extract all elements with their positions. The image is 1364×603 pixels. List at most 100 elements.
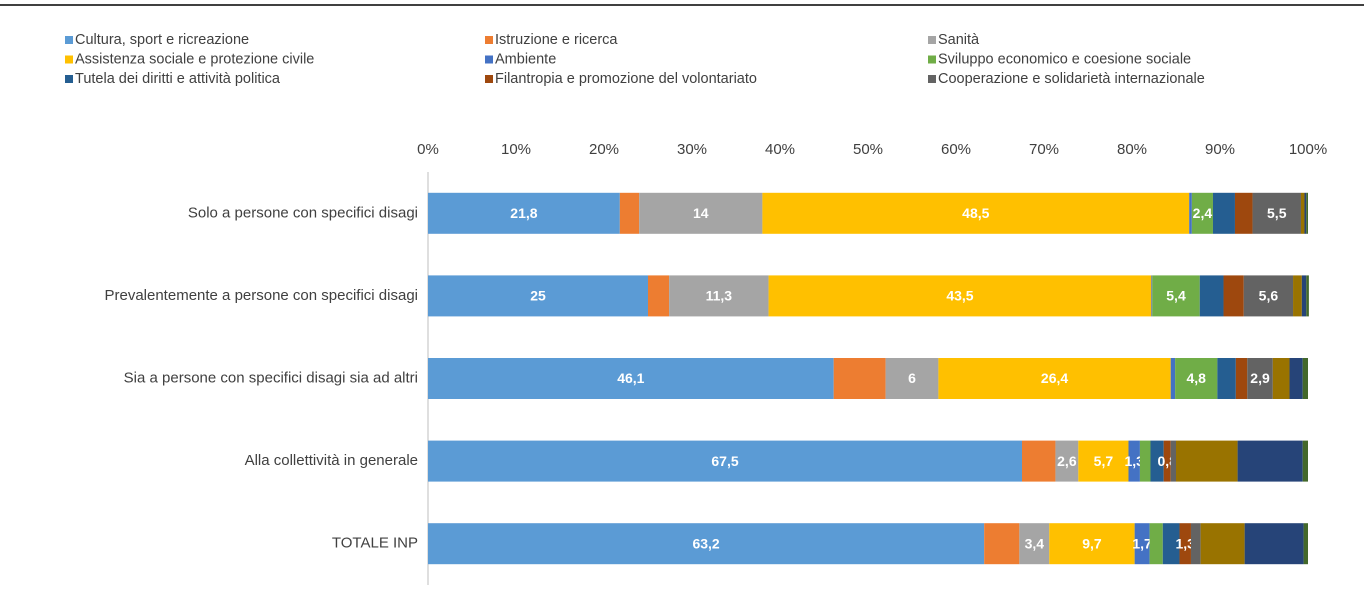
bar-segment [1301,275,1307,317]
value-label: 63,2 [692,535,719,551]
bar-segment [1306,192,1308,234]
x-tick-label: 100% [1289,141,1327,158]
y-tick-label: Solo a persone con specifici disagi [188,204,418,221]
y-tick-label: TOTALE INP [332,535,418,552]
value-label: 3,4 [1025,535,1045,551]
value-label: 21,8 [510,205,537,221]
bar-segment [1170,440,1176,482]
value-label: 46,1 [617,370,644,386]
value-label: 9,7 [1082,535,1102,551]
bar-segment [984,523,1020,565]
value-label: 1,3 [1176,535,1196,551]
value-label: 48,5 [962,205,989,221]
value-label: 26,4 [1041,370,1068,386]
bar-segment [1200,523,1245,565]
value-label: 5,5 [1267,205,1287,221]
legend-label: Cooperazione e solidarietà internazional… [938,71,1205,87]
legend-swatch [928,75,936,83]
bar-segment [1244,523,1304,565]
bar-segment [639,192,763,234]
bar-segment [1175,358,1218,399]
x-tick-label: 90% [1205,141,1235,158]
bar-segment [1179,523,1191,565]
bar-segment [1170,358,1176,399]
bar-segment [1022,440,1056,482]
bar-segment [762,192,1190,234]
legend-swatch [485,75,493,83]
bar-segment [1189,192,1192,234]
bar-segment [1237,440,1303,482]
bar-segment [1289,358,1303,399]
bar-segment [1055,440,1079,482]
legend-label: Sanità [938,32,980,48]
bar-segment [1235,358,1248,399]
bar-segment [428,192,620,234]
bar-segment [428,440,1022,482]
bar-segment [1300,192,1305,234]
value-label: 5,6 [1259,288,1279,304]
bar-segment [1306,275,1309,317]
value-label: 43,5 [946,288,973,304]
bar-segment [1302,440,1308,482]
bar-segment [1212,192,1235,234]
legend-swatch [65,75,73,83]
value-label: 2,6 [1057,453,1077,469]
bar-segment [428,358,834,399]
bar-segment [768,275,1152,317]
value-label: 5,7 [1094,453,1114,469]
bar-segment [1199,275,1224,317]
value-label: 25 [530,288,546,304]
bar-segment [1139,440,1151,482]
legend-swatch [485,36,493,44]
bar-segment [428,275,648,317]
bar-segment [1302,358,1308,399]
x-tick-label: 60% [941,141,971,158]
bar-segment [1190,523,1201,565]
legend-swatch [928,55,936,64]
bar-segment [1078,440,1129,482]
x-tick-label: 30% [677,141,707,158]
x-tick-label: 20% [589,141,619,158]
x-tick-label: 0% [417,141,439,158]
value-label: 11,3 [706,288,733,304]
bar-segment [885,358,939,399]
bar-segment [1152,275,1200,317]
legend-label: Sviluppo economico e coesione sociale [938,51,1191,67]
x-tick-label: 70% [1029,141,1059,158]
bar-segment [1247,358,1273,399]
value-label: 67,5 [711,453,738,469]
bar-segment [1134,523,1150,565]
value-label: 2,9 [1250,370,1270,386]
legend-swatch [485,55,493,64]
value-label: 2,4 [1193,205,1213,221]
bar-segment [428,523,985,565]
value-label: 6 [908,370,916,386]
bar-segment [1217,358,1236,399]
bar-segment [1234,192,1253,234]
bar-segment [1293,275,1302,317]
bar-segment [833,358,886,399]
bar-segment [938,358,1171,399]
bar-segment [619,192,640,234]
legend-label: Cultura, sport e ricreazione [75,32,249,48]
value-label: 4,8 [1187,370,1207,386]
bar-segment [1049,523,1135,565]
x-tick-label: 80% [1117,141,1147,158]
bar-segment [1176,440,1238,482]
bar-segment [1303,523,1308,565]
legend-label: Ambiente [495,51,556,67]
bar-segment [1191,192,1213,234]
bar-segment [1272,358,1290,399]
legend-swatch [928,36,936,44]
bar-segment [669,275,769,317]
bar-segment [1243,275,1294,317]
bar-segment [1304,192,1307,234]
y-tick-label: Sia a persone con specifici disagi sia a… [124,369,418,386]
legend-label: Istruzione e ricerca [495,32,618,48]
bar-segment [1128,440,1140,482]
bar-segment [648,275,670,317]
bar-segment [1151,275,1153,317]
legend-label: Assistenza sociale e protezione civile [75,51,314,67]
x-tick-label: 50% [853,141,883,158]
